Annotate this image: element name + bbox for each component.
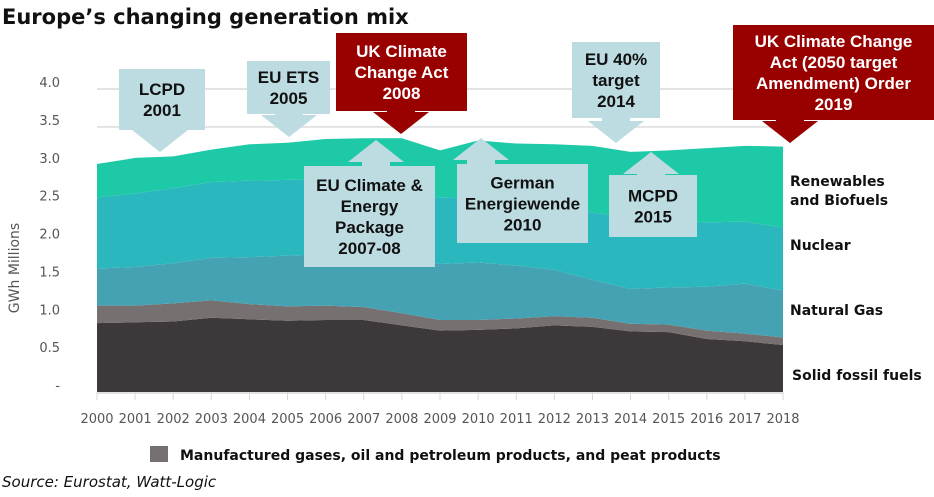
area-series-0 xyxy=(97,317,783,392)
label-renewables-line2: and Biofuels xyxy=(790,193,888,209)
area-series-2 xyxy=(97,252,783,338)
y-tick-label: - xyxy=(55,379,60,394)
annotation-text: 2014 xyxy=(597,92,635,111)
annotation-text: 2007-08 xyxy=(338,239,400,258)
arrow-down-icon xyxy=(373,111,429,134)
annotation-text: 2019 xyxy=(815,95,853,114)
annotation-text: Energy xyxy=(341,197,399,216)
x-tick-label: 2013 xyxy=(576,412,609,427)
annotation-text: Amendment) Order xyxy=(756,74,911,93)
arrow-up-icon xyxy=(623,152,679,175)
area-series-3 xyxy=(97,179,783,291)
annotation-text: Change Act xyxy=(355,63,449,82)
annotation-text: 2008 xyxy=(383,84,421,103)
x-tick-label: 2000 xyxy=(80,412,113,427)
annotation-text: Energiewende xyxy=(465,195,580,214)
annotation-text: Package xyxy=(335,218,404,237)
y-tick-label: 3.5 xyxy=(39,114,60,129)
annotation-text: UK Climate Change xyxy=(755,32,913,51)
policy-annotations: LCPD 2001 EU ETS 2005 UK Climate Change Act 20… xyxy=(119,25,934,267)
annotation-box xyxy=(733,25,934,120)
annotation-text: EU ETS xyxy=(258,68,319,87)
y-tick-label: 2.0 xyxy=(39,228,60,243)
area-series-1 xyxy=(97,300,783,346)
annotation-box xyxy=(119,69,205,130)
x-tick-label: 2008 xyxy=(385,412,418,427)
arrow-down-icon xyxy=(588,118,644,143)
annotation-text: 2010 xyxy=(504,216,542,235)
annotation-text: LCPD xyxy=(139,80,185,99)
x-tick-label: 2016 xyxy=(690,412,723,427)
y-tick-label: 2.5 xyxy=(39,190,60,205)
y-axis-label: GWh Millions xyxy=(7,223,23,313)
annotation-box xyxy=(609,175,697,237)
y-tick-label: 1.0 xyxy=(39,303,60,318)
annotation-3: EU Climate & Energy Package 2007-08 xyxy=(304,140,435,267)
x-tick-label: 2009 xyxy=(423,412,456,427)
annotation-text: 2005 xyxy=(270,89,308,108)
annotation-text: EU 40% xyxy=(585,50,647,69)
annotation-box xyxy=(457,164,588,243)
annotation-0: LCPD 2001 xyxy=(119,69,205,152)
annotation-text: target xyxy=(592,71,640,90)
x-tick-label: 2004 xyxy=(233,412,266,427)
annotation-1: EU ETS 2005 xyxy=(247,61,330,137)
annotation-2: UK Climate Change Act 2008 xyxy=(336,33,467,134)
annotation-text: 2001 xyxy=(143,101,181,120)
annotation-text: Act (2050 target xyxy=(770,53,898,72)
annotation-text: EU Climate & xyxy=(316,176,423,195)
x-tick-label: 2017 xyxy=(728,412,761,427)
annotation-text: UK Climate xyxy=(356,42,447,61)
chart-title: Europe’s changing generation mix xyxy=(2,5,409,29)
label-natural-gas: Natural Gas xyxy=(790,303,883,319)
x-tick-label: 2010 xyxy=(462,412,495,427)
annotation-7: UK Climate Change Act (2050 target Amendme… xyxy=(733,25,934,143)
x-tick-label: 2014 xyxy=(614,412,647,427)
annotation-box xyxy=(247,61,330,114)
arrow-down-icon xyxy=(261,114,317,137)
annotation-box xyxy=(304,166,435,267)
annotation-text: German xyxy=(490,174,554,193)
arrow-down-icon xyxy=(132,130,188,152)
y-tick-label: 4.0 xyxy=(39,76,60,91)
label-renewables-line1: Renewables xyxy=(790,174,885,190)
source-note: Source: Eurostat, Watt-Logic xyxy=(2,473,217,491)
label-nuclear: Nuclear xyxy=(790,238,851,254)
legend-swatch-manufactured-gases xyxy=(150,446,168,462)
x-tick-label: 2001 xyxy=(119,412,152,427)
legend-label: Manufactured gases, oil and petroleum pr… xyxy=(180,448,721,464)
annotation-6: MCPD 2015 xyxy=(609,152,697,237)
annotation-box xyxy=(572,42,660,118)
label-solid-fossil-fuels: Solid fossil fuels xyxy=(792,368,922,384)
annotation-5: EU 40% target 2014 xyxy=(572,42,660,143)
series-labels: Renewables and Biofuels Nuclear Natural … xyxy=(790,174,922,384)
arrow-up-icon xyxy=(348,140,404,166)
y-tick-label: 0.5 xyxy=(39,341,60,356)
y-tick-label: 1.5 xyxy=(39,265,60,280)
x-tick-label: 2007 xyxy=(347,412,380,427)
annotation-text: 2015 xyxy=(634,208,672,227)
arrow-up-icon xyxy=(453,138,509,164)
annotation-4: German Energiewende 2010 xyxy=(453,138,588,243)
x-tick-label: 2012 xyxy=(538,412,571,427)
x-tick-label: 2015 xyxy=(652,412,685,427)
x-tick-label: 2018 xyxy=(766,412,799,427)
annotation-text: MCPD xyxy=(628,187,678,206)
x-tick-label: 2002 xyxy=(157,412,190,427)
annotation-box xyxy=(336,33,467,111)
y-axis-ticks: - 0.5 1.0 1.5 2.0 2.5 3.0 3.5 4.0 xyxy=(39,76,60,394)
arrow-down-icon xyxy=(762,120,818,143)
x-tick-label: 2011 xyxy=(500,412,533,427)
x-axis: 2000 2001 2002 2003 2004 2005 2006 2007 2008 2009… xyxy=(80,392,800,427)
x-tick-label: 2006 xyxy=(309,412,342,427)
x-tick-label: 2005 xyxy=(271,412,304,427)
x-tick-label: 2003 xyxy=(195,412,228,427)
y-tick-label: 3.0 xyxy=(39,152,60,167)
